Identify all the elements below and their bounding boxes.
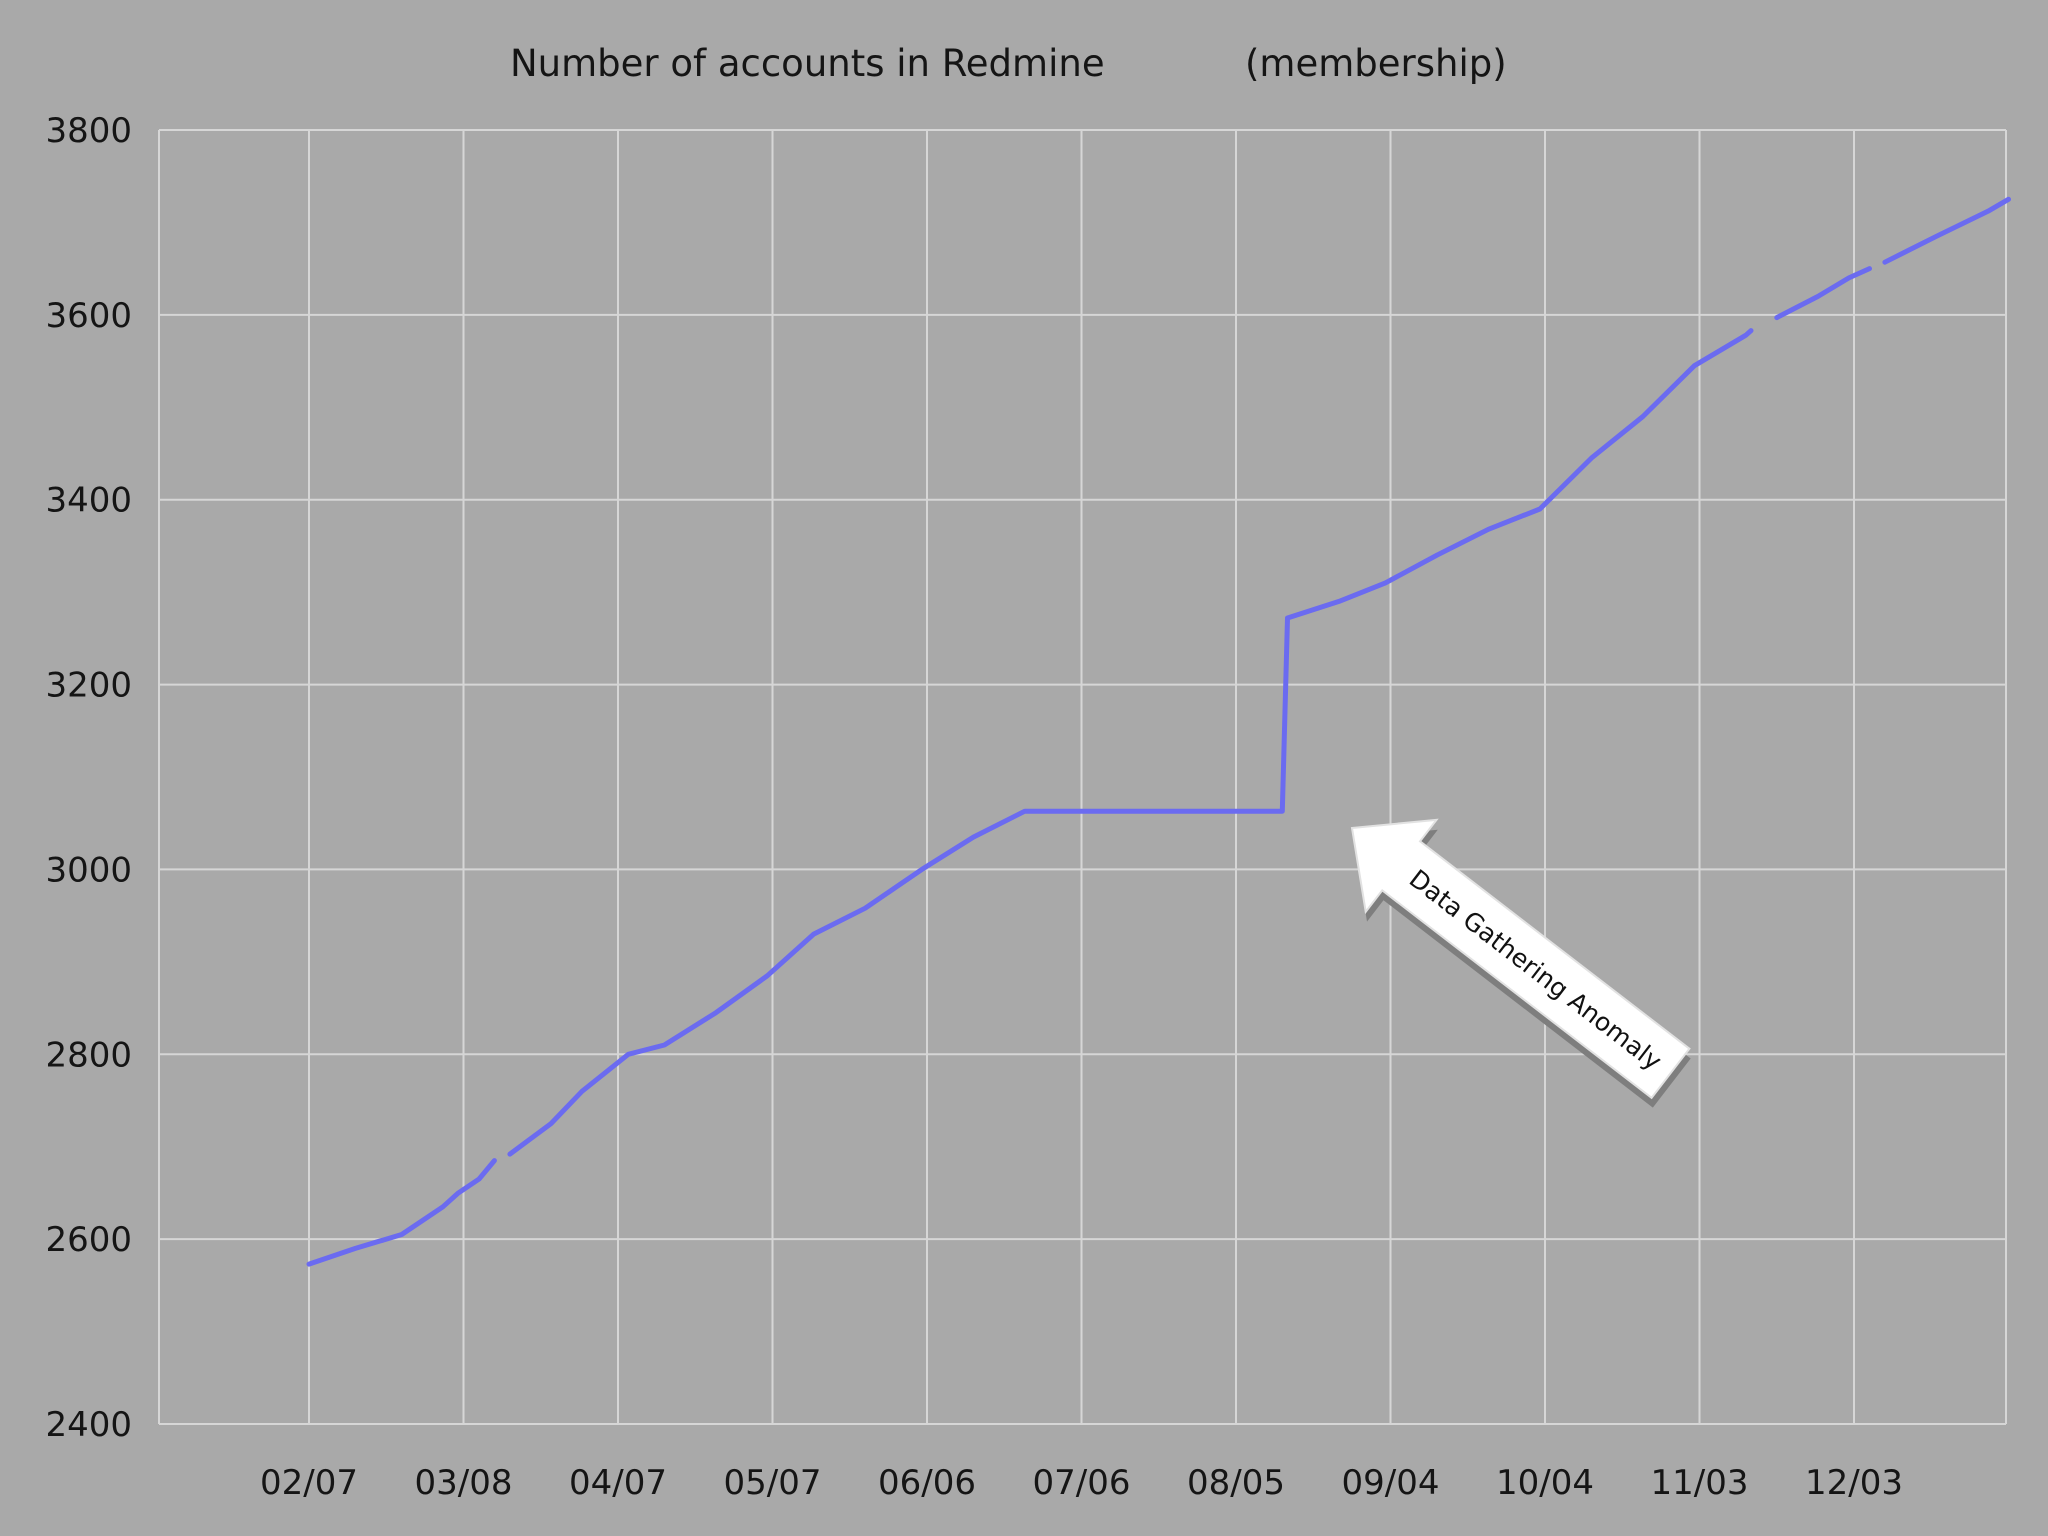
- x-tick-label: 09/04: [1342, 1463, 1440, 1503]
- y-tick-label: 3200: [45, 666, 132, 706]
- y-tick-label: 2600: [45, 1220, 132, 1260]
- x-tick-label: 06/06: [878, 1463, 976, 1503]
- x-axis-ticks: 02/07 03/08 04/07 05/07 06/06 07/06 08/05 09/04…: [260, 1463, 1903, 1503]
- gridlines: [158, 129, 2007, 1425]
- x-tick-label: 07/06: [1033, 1463, 1131, 1503]
- chart-title-group: Number of accounts in Redmine (membershi…: [510, 42, 1507, 85]
- x-tick-label: 02/07: [260, 1463, 358, 1503]
- x-tick-label: 04/07: [569, 1463, 667, 1503]
- series-segment: [1882, 196, 2011, 265]
- x-tick-label: 05/07: [724, 1463, 822, 1503]
- series-segment: [1774, 266, 1872, 321]
- anomaly-callout: Data Gathering Anomaly: [1350, 818, 1691, 1108]
- y-tick-label: 3800: [45, 111, 132, 151]
- y-tick-label: 3000: [45, 850, 132, 890]
- y-tick-label: 2400: [45, 1405, 132, 1445]
- y-axis-ticks: 2400 2600 2800 3000 3200 3400 3600 3800: [45, 111, 132, 1445]
- series-segment: [507, 328, 1754, 1157]
- x-tick-label: 11/03: [1651, 1463, 1749, 1503]
- y-tick-label: 3600: [45, 296, 132, 336]
- y-tick-label: 3400: [45, 481, 132, 521]
- callout-arrow: [1350, 818, 1691, 1100]
- series-segment: [306, 1158, 497, 1267]
- x-tick-label: 03/08: [415, 1463, 513, 1503]
- x-tick-label: 10/04: [1496, 1463, 1594, 1503]
- series-line: [306, 196, 2011, 1267]
- x-tick-label: 12/03: [1805, 1463, 1903, 1503]
- y-tick-label: 2800: [45, 1035, 132, 1075]
- callout-text: Data Gathering Anomaly: [1404, 864, 1667, 1076]
- x-tick-label: 08/05: [1187, 1463, 1285, 1503]
- chart-subtitle: (membership): [1245, 42, 1507, 85]
- chart-title: Number of accounts in Redmine: [510, 42, 1105, 85]
